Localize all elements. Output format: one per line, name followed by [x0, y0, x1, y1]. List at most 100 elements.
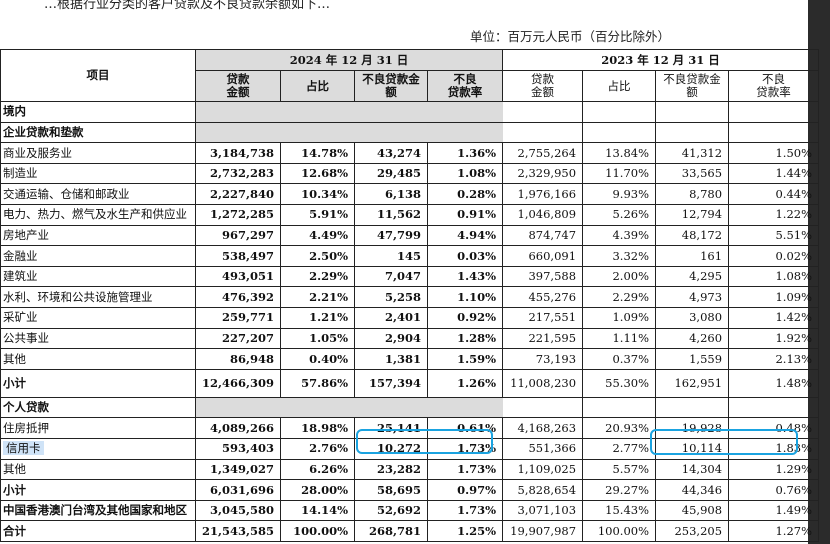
value-cell: 10,272	[354, 437, 429, 460]
row-label: 商业及服务业	[0, 142, 196, 164]
empty-cell	[280, 396, 356, 419]
value-cell: 0.40%	[280, 348, 356, 370]
value-cell: 5.91%	[280, 203, 356, 226]
value-cell: 41,312	[655, 142, 730, 164]
empty-cell	[582, 101, 657, 123]
value-cell: 57.86%	[280, 368, 356, 398]
value-cell: 217,551	[502, 306, 584, 329]
value-cell: 259,771	[194, 306, 282, 329]
value-cell: 3,080	[655, 306, 730, 329]
row-label: 金融业	[0, 245, 196, 267]
value-cell: 5.26%	[582, 203, 657, 226]
value-cell: 1.08%	[728, 265, 820, 288]
value-cell: 4.39%	[582, 224, 657, 247]
header-2023: 2023 年 12 月 31 日	[502, 49, 820, 71]
value-cell: 10.34%	[280, 183, 356, 205]
value-cell: 1.27%	[728, 520, 820, 542]
value-cell: 1,109,025	[502, 458, 584, 481]
value-cell: 2.29%	[280, 265, 356, 288]
value-cell: 1.83%	[728, 437, 820, 460]
empty-cell	[728, 121, 820, 144]
column-header: 占比	[582, 70, 657, 102]
value-cell: 1.73%	[427, 499, 504, 522]
value-cell: 1.09%	[728, 286, 820, 308]
value-cell: 33,565	[655, 162, 730, 185]
row-label: 制造业	[0, 162, 196, 185]
value-cell: 12,794	[655, 203, 730, 226]
value-cell: 253,205	[655, 520, 730, 542]
value-cell: 3,045,580	[194, 499, 282, 522]
value-cell: 493,051	[194, 265, 282, 288]
section-domestic: 境内	[0, 101, 820, 123]
empty-cell	[728, 101, 820, 123]
empty-cell	[502, 121, 584, 144]
value-cell: 47,799	[354, 224, 429, 247]
value-cell: 660,091	[502, 245, 584, 267]
value-cell: 9.93%	[582, 183, 657, 205]
table-row: 采矿业 259,771 1.21% 2,401 0.92% 217,551 1.09% 3,0…	[0, 306, 820, 329]
value-cell: 1.50%	[728, 142, 820, 164]
value-cell: 1.26%	[427, 368, 504, 398]
value-cell: 6.26%	[280, 458, 356, 481]
table-row: 住房抵押 4,089,266 18.98% 25,141 0.61% 4,168,263 2…	[0, 417, 820, 439]
value-cell: 1.05%	[280, 327, 356, 350]
value-cell: 2.77%	[582, 437, 657, 460]
empty-cell	[655, 101, 730, 123]
value-cell: 7,047	[354, 265, 429, 288]
value-cell: 1.92%	[728, 327, 820, 350]
value-cell: 2.50%	[280, 245, 356, 267]
value-cell: 29.27%	[582, 479, 657, 501]
empty-cell	[728, 396, 820, 419]
header-row: 贷款 金额 占比 不良贷款金 额不良 贷款率 贷款 金额 占比 不良贷款金 额不良 贷款率	[1, 70, 820, 102]
empty-cell	[354, 121, 429, 144]
value-cell: 5,258	[354, 286, 429, 308]
row-label: 电力、热力、燃气及水生产和供应业	[0, 203, 196, 226]
value-cell: 227,207	[194, 327, 282, 350]
value-cell: 3,071,103	[502, 499, 584, 522]
column-header: 不良 贷款率	[427, 70, 504, 102]
empty-cell	[502, 101, 584, 123]
value-cell: 4,168,263	[502, 417, 584, 439]
empty-cell	[194, 396, 282, 419]
selected-text[interactable]: 信用卡	[3, 441, 44, 456]
row-label: 其他	[0, 458, 196, 481]
value-cell: 0.44%	[728, 183, 820, 205]
row-label: 信用卡	[0, 437, 196, 460]
column-header: 贷款 金额	[502, 70, 584, 102]
row-label: 其他	[0, 348, 196, 370]
value-cell: 1.25%	[427, 520, 504, 542]
value-cell: 1.28%	[427, 327, 504, 350]
row-label: 公共事业	[0, 327, 196, 350]
overseas-row: 中国香港澳门台湾及其他国家和地区 3,045,580 14.14% 52,692 1.7…	[0, 499, 820, 522]
value-cell: 14,304	[655, 458, 730, 481]
empty-cell	[655, 121, 730, 144]
value-cell: 1,559	[655, 348, 730, 370]
section-label: 个人贷款	[0, 396, 196, 419]
row-label: 小计	[0, 368, 196, 398]
subtotal-row: 小计 6,031,696 28.00% 58,695 0.97% 5,828,654 29.…	[0, 479, 820, 501]
value-cell: 1.09%	[582, 306, 657, 329]
value-cell: 157,394	[354, 368, 429, 398]
value-cell: 14.78%	[280, 142, 356, 164]
value-cell: 2,755,264	[502, 142, 584, 164]
empty-cell	[280, 121, 356, 144]
value-cell: 874,747	[502, 224, 584, 247]
value-cell: 45,908	[655, 499, 730, 522]
value-cell: 0.03%	[427, 245, 504, 267]
value-cell: 2,329,950	[502, 162, 584, 185]
row-label: 住房抵押	[0, 417, 196, 439]
value-cell: 11,008,230	[502, 368, 584, 398]
value-cell: 1,349,027	[194, 458, 282, 481]
table-row: 水利、环境和公共设施管理业 476,392 2.21% 5,258 1.10% 455,2…	[0, 286, 820, 308]
empty-cell	[354, 396, 429, 419]
table-row: 公共事业 227,207 1.05% 2,904 1.28% 221,595 1.11% 4,…	[0, 327, 820, 350]
value-cell: 397,588	[502, 265, 584, 288]
table-row: 金融业 538,497 2.50% 145 0.03% 660,091 3.32% 161 0.…	[0, 245, 820, 267]
value-cell: 1.48%	[728, 368, 820, 398]
value-cell: 1.42%	[728, 306, 820, 329]
value-cell: 1.11%	[582, 327, 657, 350]
value-cell: 100.00%	[582, 520, 657, 542]
value-cell: 3,184,738	[194, 142, 282, 164]
value-cell: 13.84%	[582, 142, 657, 164]
value-cell: 0.91%	[427, 203, 504, 226]
